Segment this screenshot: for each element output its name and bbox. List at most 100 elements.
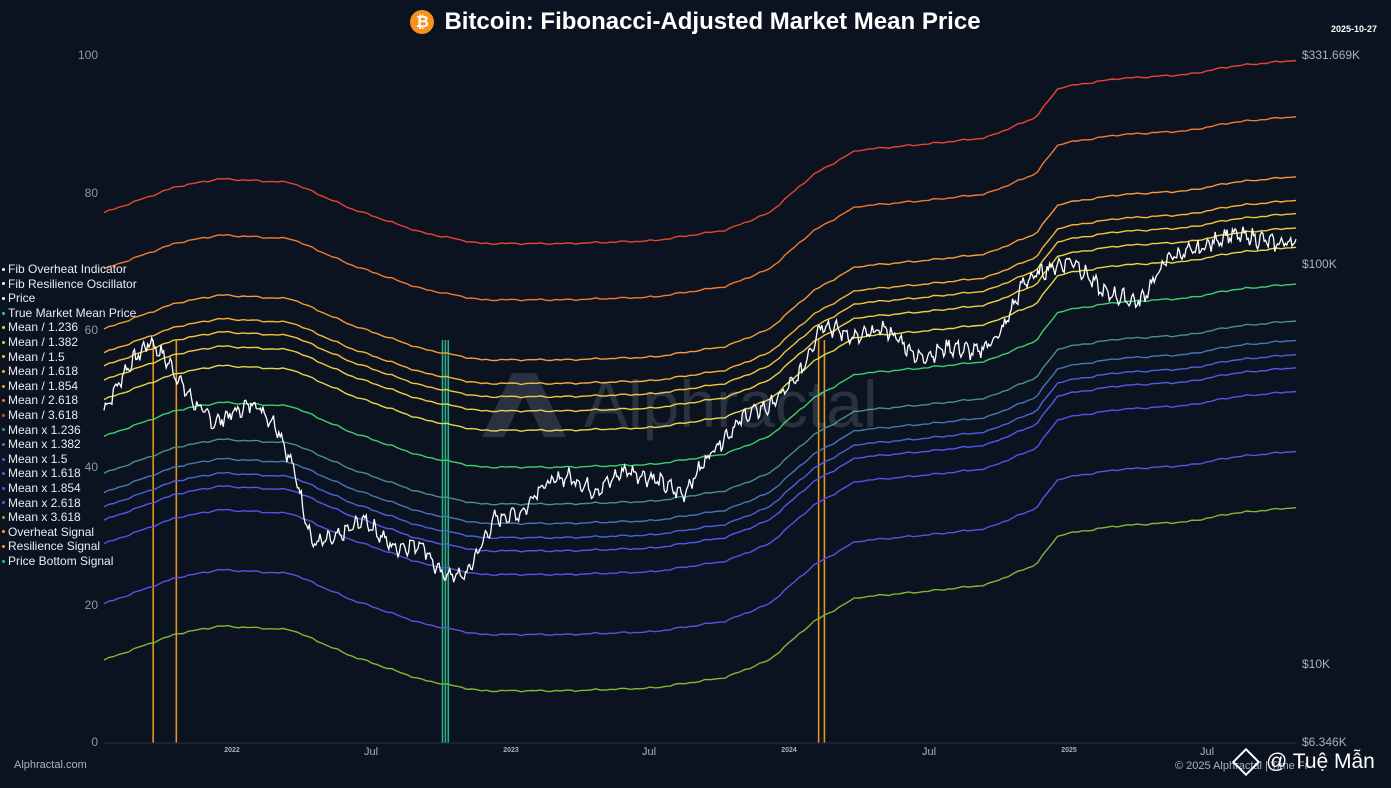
y-right-tick-label: $331.669K [1302,48,1360,62]
y-right-tick-label: $100K [1302,257,1337,271]
author-handle: @ Tuệ Mẫn [1231,747,1375,777]
legend-dot-icon [2,369,5,373]
axis-layer: 0 20 40 60 80 100 $331.669K $100K $10K $… [78,48,1360,758]
band-line [103,116,1297,302]
price-layer [103,226,1297,583]
legend-item[interactable]: Mean / 2.618 [2,393,137,408]
legend-label: Resilience Signal [8,539,101,554]
legend-item[interactable]: Mean / 1.618 [2,364,137,379]
bands-layer [103,59,1297,693]
x-tick-label: 2023 [503,747,519,754]
x-tick-label: Jul [1200,746,1214,758]
date-label: 2025-10-27 [1330,24,1377,34]
legend-item[interactable]: Mean x 1.5 [2,452,137,467]
y-left-tick-label: 100 [78,48,98,62]
legend-label: Mean / 1.618 [8,364,79,379]
legend-item[interactable]: Mean x 1.618 [2,466,137,481]
band-line [103,367,1297,553]
legend-item[interactable]: Mean / 3.618 [2,408,137,423]
x-tick-label: 2022 [224,747,240,754]
legend-label: Mean / 3.618 [8,407,79,422]
legend-label: Mean / 1.236 [8,320,79,335]
legend-item[interactable]: Mean / 1.236 [2,320,137,335]
legend-dot-icon [2,296,5,300]
legend-item[interactable]: Price [2,291,137,306]
legend-item[interactable]: Mean x 1.236 [2,423,137,438]
legend-label: Fib Resilience Oscillator [8,276,137,291]
footer-copyright: © 2025 Alphractal | Time Fr [1175,760,1309,772]
legend-item[interactable]: Overheat Signal [2,525,137,540]
title-bar: ₿ Bitcoin: Fibonacci-Adjusted Market Mea… [0,8,1391,36]
band-line [103,320,1297,506]
legend-item[interactable]: Price Bottom Signal [2,554,137,569]
legend-label: Mean x 1.236 [8,422,81,437]
legend-label: Mean x 1.5 [8,451,68,466]
legend-item[interactable]: Mean / 1.382 [2,335,137,350]
legend-dot-icon [2,340,5,344]
y-left-tick-label: 20 [85,598,99,612]
band-line [103,212,1297,399]
legend-label: Mean / 1.854 [8,378,79,393]
legend-label: Fib Overheat Indicator [8,262,127,276]
legend-item[interactable]: Mean x 1.854 [2,481,137,496]
legend-item[interactable]: Resilience Signal [2,539,137,554]
band-line [103,227,1297,413]
legend-label: Price [8,291,36,306]
legend-dot-icon [2,413,5,417]
legend-item[interactable]: Mean / 1.5 [2,350,137,365]
legend-dot-icon [2,355,5,359]
x-tick-label: 2024 [781,747,797,754]
band-line [103,59,1297,246]
legend-dot-icon [2,530,5,534]
legend-label: Overheat Signal [8,524,95,539]
binance-logo-icon [1231,747,1261,777]
legend-item[interactable]: Mean x 3.618 [2,510,137,525]
legend-item[interactable]: Mean x 2.618 [2,496,137,511]
legend-dot-icon [2,311,5,315]
legend-dot-icon [2,442,5,446]
x-tick-label: Jul [922,746,936,758]
legend-dot-icon [2,428,5,432]
legend-dot-icon [2,399,5,403]
legend-item[interactable]: True Market Mean Price [2,306,137,321]
legend-item[interactable]: Fib Resilience Oscillator [2,277,137,292]
y-left-tick-label: 40 [85,460,99,474]
legend-dot-icon [2,545,5,549]
legend-label: Mean x 1.854 [8,480,81,495]
legend-label: Mean x 3.618 [8,510,81,525]
price-line [103,226,1297,583]
band-line [103,283,1297,469]
legend-dot-icon [2,384,5,388]
legend-label: Mean / 2.618 [8,393,79,408]
band-line [103,339,1297,526]
legend: Fib Overheat Indicator Fib Resilience Osc… [2,262,137,568]
y-left-tick-label: 60 [85,323,99,337]
band-line [103,507,1297,693]
legend-label: Mean x 1.382 [8,437,81,452]
x-tick-label: Jul [642,746,656,758]
legend-dot-icon [2,486,5,490]
legend-label: True Market Mean Price [8,305,137,320]
legend-label: Mean / 1.382 [8,334,79,349]
alphractal-logo-icon [482,373,566,437]
legend-item[interactable]: Mean x 1.382 [2,437,137,452]
signals-layer [152,340,826,743]
band-line [103,199,1297,386]
band-line [103,450,1297,637]
band-line [103,390,1297,577]
author-handle-text: @ Tuệ Mẫn [1266,750,1375,773]
legend-label: Mean / 1.5 [8,349,65,364]
legend-dot-icon [2,472,5,476]
x-tick-label: Jul [364,746,378,758]
legend-item[interactable]: Mean / 1.854 [2,379,137,394]
legend-item[interactable]: Fib Overheat Indicator [2,262,137,277]
legend-dot-icon [2,457,5,461]
x-tick-label: 2025 [1061,747,1077,754]
chart-title: Bitcoin: Fibonacci-Adjusted Market Mean … [444,8,981,35]
y-right-tick-label: $6.346K [1302,735,1347,749]
band-line [103,176,1297,362]
y-left-tick-label: 80 [85,186,99,200]
y-left-tick-label: 0 [91,735,98,749]
watermark-text: Alphractal [584,367,878,441]
